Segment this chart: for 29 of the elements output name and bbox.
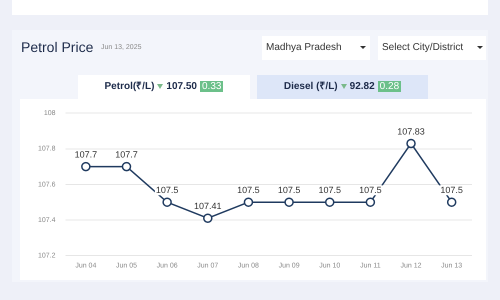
data-label: 107.5 [359,185,382,196]
data-label: 107.5 [156,185,178,196]
point [162,197,172,207]
point [203,213,213,223]
point [406,138,416,148]
data-label: 107.41 [194,201,222,212]
chart-title: Petrol Price [21,39,94,55]
text: 107.50 [166,81,197,92]
data-label: 107.5 [318,185,341,196]
data-label: 107.5 [278,185,300,196]
point [122,162,132,172]
point [324,197,334,207]
data-label: 107.7 [74,150,98,160]
point [284,197,294,207]
text: 0.28 [378,81,402,92]
point [446,197,456,207]
text: Petrol(₹/L) [104,81,154,92]
data-label: 107.83 [397,126,425,136]
text: Select City/District [382,42,464,53]
text: Diesel (₹/L) [284,81,338,92]
text: Madhya Pradesh [266,42,342,53]
text: 0.33 [200,81,224,92]
data-label: 107.7 [115,150,138,160]
data-label: 107.5 [237,185,260,196]
point [81,162,91,172]
point [244,197,254,207]
point [366,197,376,207]
data-label: 107.5 [440,185,463,196]
text: 92.82 [350,81,375,92]
